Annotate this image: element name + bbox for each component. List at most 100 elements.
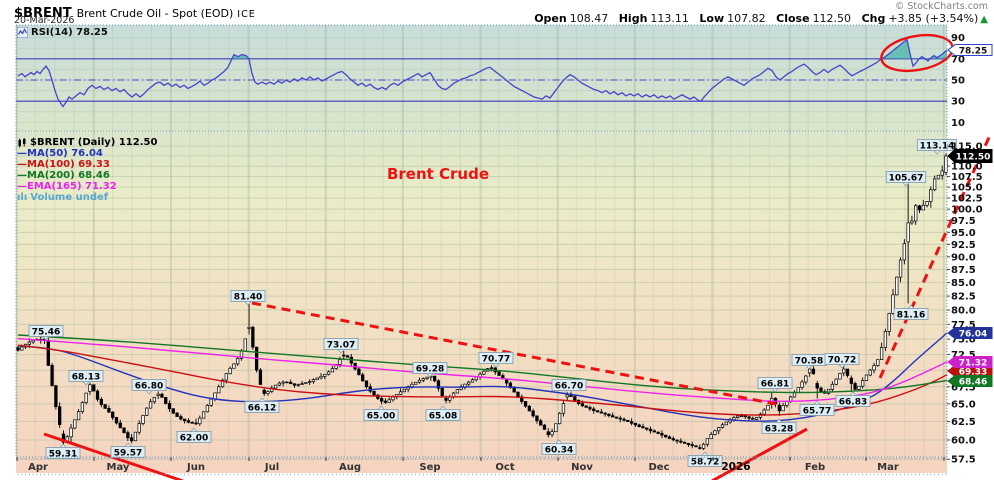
svg-text:70: 70	[951, 54, 965, 65]
price-label: 81.40	[230, 290, 266, 306]
low-label: Low	[699, 12, 725, 25]
legend-volume-label: Volume undef	[30, 192, 109, 203]
solid-trendline[interactable]	[711, 427, 808, 480]
svg-text:82.5: 82.5	[951, 292, 976, 303]
price-label: 66.12	[244, 397, 280, 413]
svg-text:110.0: 110.0	[951, 162, 983, 173]
svg-text:81.16: 81.16	[897, 310, 925, 320]
candlestick-icon	[18, 137, 26, 147]
month-label: Mar	[877, 462, 899, 473]
price-label: 58.72	[687, 451, 723, 467]
svg-text:77.5: 77.5	[951, 320, 976, 331]
month-label: Aug	[339, 462, 361, 473]
legend-ma50[interactable]: —MA(50) 76.04	[17, 148, 157, 159]
svg-text:57.5: 57.5	[951, 455, 976, 466]
svg-text:81.40: 81.40	[234, 292, 262, 302]
legend-volume[interactable]: ılı Volume undef	[17, 192, 157, 203]
svg-text:10: 10	[951, 118, 965, 129]
ema165-line	[17, 337, 948, 403]
svg-text:85.0: 85.0	[951, 278, 976, 289]
svg-text:100.0: 100.0	[951, 205, 983, 216]
price-label: 81.16	[893, 304, 929, 320]
ohlc-summary: Open 108.47 High 113.11 Low 107.82 Close 112…	[527, 12, 988, 25]
price-label: 66.80	[131, 379, 167, 395]
price-callout-labels: 75.46 68.13 59.31 59.57 66.80 62.00 81.40 66.12…	[28, 139, 958, 467]
axis-value-tag: 112.50	[947, 149, 993, 163]
svg-text:50: 50	[951, 76, 965, 87]
axis-value-tag: 68.46	[947, 375, 993, 387]
svg-text:63.28: 63.28	[765, 424, 793, 434]
watermark-text: Brent Crude	[387, 165, 489, 183]
price-label: 70.58	[791, 354, 827, 370]
svg-text:59.57: 59.57	[114, 448, 142, 458]
price-label: 75.46	[28, 325, 64, 341]
legend-ma100[interactable]: —MA(100) 69.33	[17, 159, 157, 170]
exchange-label: ICE	[237, 9, 256, 20]
svg-text:105.67: 105.67	[889, 173, 924, 183]
month-label: Nov	[571, 462, 593, 473]
rsi-indicator-icon	[17, 27, 28, 38]
svg-text:66.83: 66.83	[839, 397, 867, 407]
rsi-legend[interactable]: RSI(14) 78.25	[17, 27, 108, 38]
svg-text:113.14: 113.14	[920, 141, 955, 151]
chart-date: 20-Mar-2026	[14, 15, 75, 26]
close-value: 112.50	[812, 12, 852, 25]
svg-text:70.77: 70.77	[482, 354, 510, 364]
legend-ma200[interactable]: —MA(200) 68.46	[17, 170, 157, 181]
svg-text:60.34: 60.34	[545, 445, 573, 455]
svg-text:62.00: 62.00	[180, 433, 208, 443]
month-label: Jun	[186, 462, 205, 473]
price-label: 70.77	[478, 352, 514, 368]
close-label: Close	[776, 12, 810, 25]
svg-text:80.0: 80.0	[951, 305, 976, 316]
ma200-line	[17, 334, 948, 394]
open-label: Open	[534, 12, 567, 25]
svg-text:66.80: 66.80	[135, 381, 163, 391]
high-value: 113.11	[650, 12, 689, 25]
rsi-legend-label: RSI(14) 78.25	[31, 27, 108, 38]
svg-text:97.5: 97.5	[951, 216, 976, 227]
copyright-label: © StockCharts.com	[894, 1, 988, 12]
rsi-panel: 90 70 50 30 10	[16, 33, 965, 129]
month-label: Apr	[28, 462, 48, 473]
month-label: Sep	[419, 462, 440, 473]
volume-bars-icon: ılı	[17, 192, 28, 203]
svg-text:76.04: 76.04	[959, 329, 987, 339]
price-label: 113.14	[916, 139, 958, 155]
legend-ma200-label: —MA(200) 68.46	[17, 170, 110, 181]
svg-text:70.58: 70.58	[795, 356, 823, 366]
svg-text:62.5: 62.5	[951, 417, 976, 428]
month-label: Oct	[495, 462, 514, 473]
price-label: 63.28	[761, 418, 797, 434]
open-value: 108.47	[569, 12, 609, 25]
axis-value-tag: 76.04	[947, 327, 993, 339]
svg-text:87.5: 87.5	[951, 265, 976, 276]
legend-symbol-label: $BRENT (Daily) 112.50	[30, 137, 158, 148]
month-label: May	[107, 462, 130, 473]
legend-symbol-row[interactable]: $BRENT (Daily) 112.50	[17, 137, 157, 148]
svg-text:60.0: 60.0	[951, 436, 976, 447]
month-label: Dec	[648, 462, 669, 473]
month-label: Jul	[264, 462, 279, 473]
svg-text:105.0: 105.0	[951, 183, 983, 194]
ma100-line	[17, 344, 948, 416]
legend-ema165[interactable]: —EMA(165) 71.32	[17, 181, 157, 192]
svg-text:65.0: 65.0	[951, 399, 976, 410]
svg-text:115.0: 115.0	[951, 142, 983, 153]
svg-text:65.08: 65.08	[429, 411, 457, 421]
chart-header: $BRENT Brent Crude Oil - Spot (EOD) ICE	[14, 2, 256, 21]
svg-text:75.0: 75.0	[951, 335, 976, 346]
price-label: 69.28	[412, 362, 448, 378]
svg-text:78.25: 78.25	[959, 46, 987, 56]
svg-text:107.5: 107.5	[951, 172, 983, 183]
price-label: 65.00	[363, 405, 399, 421]
svg-text:68.13: 68.13	[72, 372, 100, 382]
price-label: 62.00	[176, 427, 212, 443]
svg-text:30: 30	[951, 97, 965, 108]
svg-text:59.31: 59.31	[49, 449, 77, 459]
price-label: 73.07	[323, 338, 359, 354]
legend-ma50-label: —MA(50) 76.04	[17, 148, 103, 159]
low-value: 107.82	[727, 12, 766, 25]
rsi-line	[17, 38, 948, 108]
